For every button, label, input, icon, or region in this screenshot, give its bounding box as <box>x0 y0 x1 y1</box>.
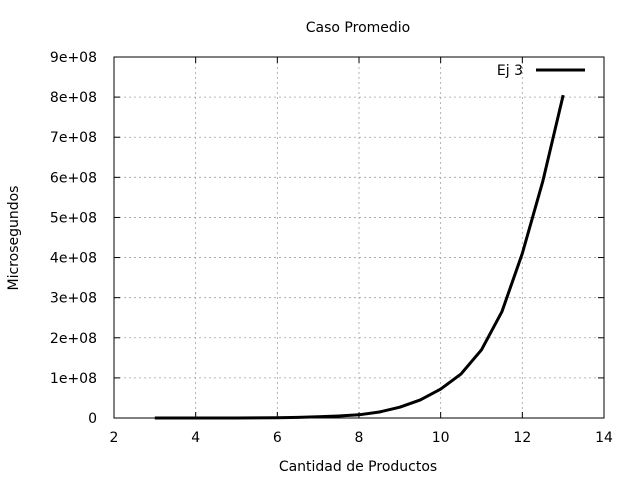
x-tick-label: 2 <box>110 430 119 446</box>
axis-ticks: 2 4 6 8 10 12 14 0 1e+08 2e+08 3e+08 4e+08 5e+08 6e+0… <box>50 50 613 446</box>
y-tick-label: 4e+08 <box>50 251 97 267</box>
chart-title: Caso Promedio <box>306 20 410 36</box>
y-tick-label: 6e+08 <box>50 170 97 186</box>
x-tick-label: 14 <box>595 430 613 446</box>
y-tick-label: 1e+08 <box>50 371 97 387</box>
x-tick-label: 6 <box>273 430 282 446</box>
x-axis-label: Cantidad de Productos <box>279 459 437 475</box>
series-layer <box>154 94 565 420</box>
legend-label: Ej 3 <box>497 63 523 79</box>
x-tick-label: 4 <box>191 430 200 446</box>
x-tick-label: 12 <box>513 430 531 446</box>
series-line <box>154 94 565 420</box>
y-tick-label: 7e+08 <box>50 130 97 146</box>
legend: Ej 3 <box>497 63 585 79</box>
y-tick-label: 9e+08 <box>50 50 97 66</box>
grid-lines <box>114 57 604 418</box>
y-tick-label: 8e+08 <box>50 90 97 106</box>
y-axis-label: Microsegundos <box>6 186 22 291</box>
y-tick-label: 3e+08 <box>50 291 97 307</box>
y-tick-label: 5e+08 <box>50 210 97 226</box>
x-tick-label: 10 <box>432 430 450 446</box>
y-tick-label: 2e+08 <box>50 331 97 347</box>
x-tick-label: 8 <box>355 430 364 446</box>
y-tick-label: 0 <box>88 411 97 427</box>
